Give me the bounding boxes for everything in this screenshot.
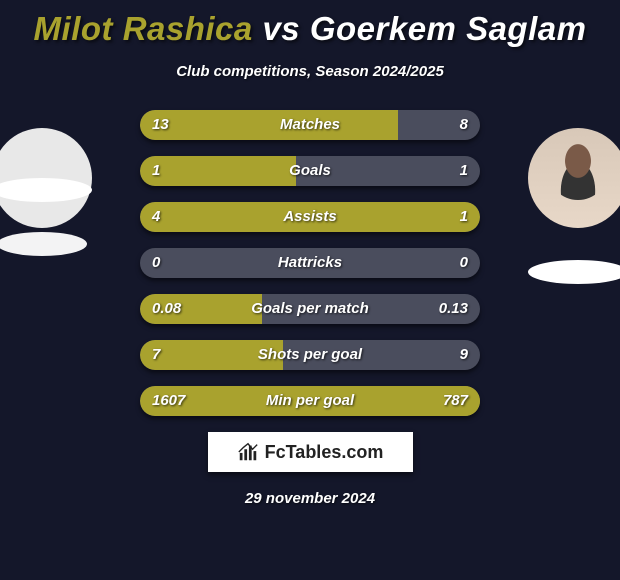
bar-label: Goals: [140, 156, 480, 186]
brand-text: FcTables.com: [265, 442, 384, 463]
bar-row: 0.080.13Goals per match: [140, 294, 480, 324]
bar-row: 00Hattricks: [140, 248, 480, 278]
page-title: Milot Rashica vs Goerkem Saglam: [0, 0, 620, 48]
bar-label: Shots per goal: [140, 340, 480, 370]
bar-label: Min per goal: [140, 386, 480, 416]
vs-word: vs: [262, 10, 300, 47]
player2-name: Goerkem Saglam: [310, 10, 587, 47]
bar-row: 41Assists: [140, 202, 480, 232]
bar-label: Matches: [140, 110, 480, 140]
player1-name: Milot Rashica: [34, 10, 253, 47]
bar-label: Assists: [140, 202, 480, 232]
chart-icon: [237, 441, 259, 463]
bar-label: Goals per match: [140, 294, 480, 324]
bar-row: 11Goals: [140, 156, 480, 186]
player2-avatar: [528, 128, 620, 228]
subtitle: Club competitions, Season 2024/2025: [0, 63, 620, 80]
player1-avatar-shadow-2: [0, 232, 87, 256]
compare-bars: 138Matches 11Goals 41Assists 00Hattricks 0.0…: [140, 110, 480, 416]
bar-row: 138Matches: [140, 110, 480, 140]
bar-row: 79Shots per goal: [140, 340, 480, 370]
date-text: 29 november 2024: [0, 490, 620, 507]
bar-label: Hattricks: [140, 248, 480, 278]
player2-avatar-shadow: [528, 260, 620, 284]
brand-box: FcTables.com: [208, 432, 413, 472]
bar-row: 1607787Min per goal: [140, 386, 480, 416]
